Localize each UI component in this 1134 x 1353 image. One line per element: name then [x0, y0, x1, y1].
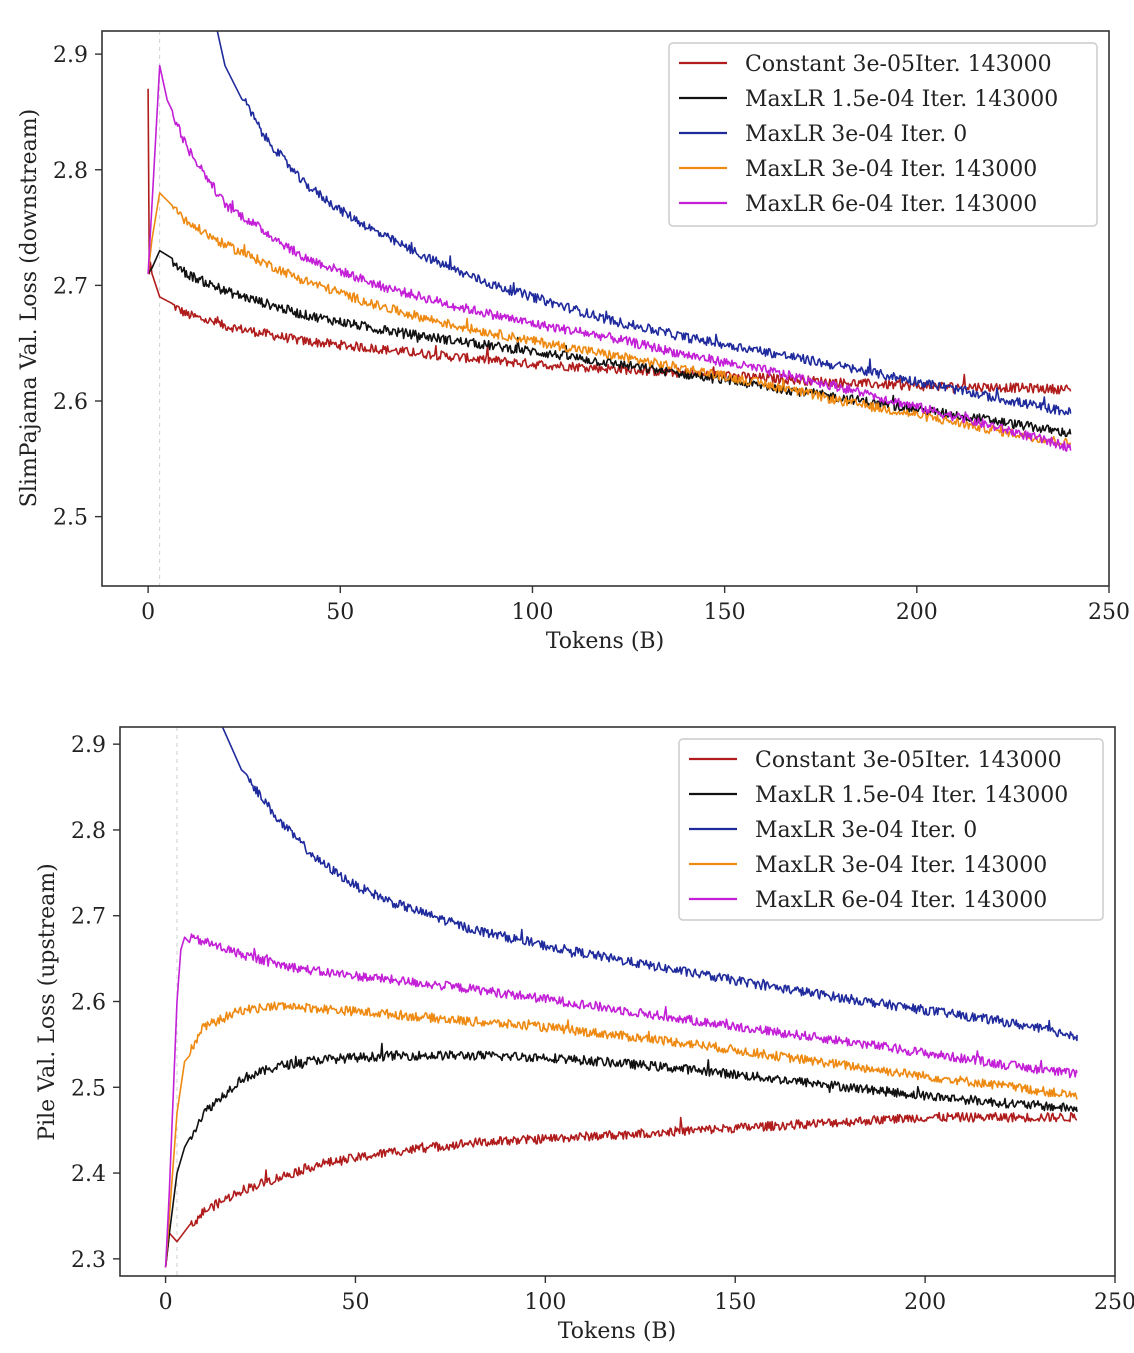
y-tick-label: 2.9 — [71, 733, 106, 758]
y-tick-label: 2.7 — [71, 905, 106, 930]
y-axis-label: Pile Val. Loss (upstream) — [35, 863, 60, 1140]
legend-label-maxlr-3e-04-iter-0: MaxLR 3e-04 Iter. 0 — [755, 818, 977, 843]
x-tick-label: 150 — [704, 600, 746, 625]
x-tick-label: 0 — [141, 600, 155, 625]
legend-label-maxlr-3e-04: MaxLR 3e-04 Iter. 143000 — [755, 853, 1047, 878]
y-tick-label: 2.5 — [71, 1076, 106, 1101]
axes-frame — [101, 30, 1110, 587]
legend-box — [668, 42, 1098, 227]
y-tick-label: 2.6 — [53, 390, 88, 415]
series-line-maxlr-6e-04-iter-143000 — [164, 933, 1078, 1268]
series-line-maxlr-1-5e-04-iter-143000 — [164, 1042, 1078, 1268]
series-line-maxlr-3e-04-iter-0 — [221, 727, 1078, 1042]
y-axis-label: SlimPajama Val. Loss (downstream) — [17, 109, 42, 507]
legend-label-maxlr-3e-04-iter-0: MaxLR 3e-04 Iter. 0 — [745, 122, 967, 147]
x-tick-label: 250 — [1088, 600, 1130, 625]
axes: 0 50 100 150 200 250 2.5 2.6 2.7 2.8 2.9 — [53, 30, 1130, 625]
series-line-maxlr-1-5e-04-iter-143000 — [147, 249, 1072, 438]
y-tick-label: 2.5 — [53, 506, 88, 531]
series-line-maxlr-3e-04-iter-143000 — [147, 192, 1072, 447]
y-tick-label: 2.3 — [71, 1248, 106, 1273]
x-tick-label: 100 — [511, 600, 553, 625]
x-tick-label: 200 — [904, 1290, 946, 1315]
y-tick-label: 2.9 — [53, 43, 88, 68]
series-line-maxlr-3e-04-iter-0 — [216, 31, 1072, 416]
y-tick-label: 2.6 — [71, 991, 106, 1016]
series-line-constant-3e-05iter-143000 — [164, 1111, 1078, 1268]
y-tick-label: 2.8 — [53, 159, 88, 184]
x-axis-label: Tokens (B) — [558, 1319, 676, 1344]
legend-label-constant: Constant 3e-05Iter. 143000 — [755, 748, 1062, 773]
series-line-maxlr-6e-04-iter-143000 — [147, 64, 1072, 452]
plot-lines — [147, 31, 1072, 586]
x-tick-label: 150 — [714, 1290, 756, 1315]
legend: Constant 3e-05Iter. 143000 MaxLR 1.5e-04… — [668, 42, 1098, 227]
legend-label-maxlr-6e-04: MaxLR 6e-04 Iter. 143000 — [745, 192, 1037, 217]
chart-upstream: 0 50 100 150 200 250 2.3 2.4 2.5 2.6 2.7 2.8 2.9 Con… — [35, 726, 1134, 1344]
x-axis-label: Tokens (B) — [546, 629, 664, 654]
legend-label-constant: Constant 3e-05Iter. 143000 — [745, 52, 1052, 77]
x-tick-label: 250 — [1094, 1290, 1134, 1315]
legend-label-maxlr-1-5e-04: MaxLR 1.5e-04 Iter. 143000 — [745, 87, 1058, 112]
legend: Constant 3e-05Iter. 143000 MaxLR 1.5e-04… — [678, 738, 1104, 921]
legend-box — [678, 738, 1104, 921]
y-tick-label: 2.8 — [71, 819, 106, 844]
x-tick-label: 100 — [524, 1290, 566, 1315]
x-tick-label: 50 — [341, 1290, 369, 1315]
y-tick-label: 2.4 — [71, 1162, 106, 1187]
x-tick-label: 50 — [326, 600, 354, 625]
legend-label-maxlr-3e-04: MaxLR 3e-04 Iter. 143000 — [745, 157, 1037, 182]
x-tick-label: 0 — [159, 1290, 173, 1315]
axes: 0 50 100 150 200 250 2.3 2.4 2.5 2.6 2.7 2.8 2.9 — [71, 726, 1134, 1315]
x-tick-label: 200 — [896, 600, 938, 625]
plot-lines — [164, 727, 1078, 1276]
series-line-maxlr-3e-04-iter-143000 — [164, 1001, 1078, 1268]
y-tick-label: 2.7 — [53, 274, 88, 299]
chart-downstream: 0 50 100 150 200 250 2.5 2.6 2.7 2.8 2.9 Constant … — [17, 30, 1130, 654]
legend-label-maxlr-6e-04: MaxLR 6e-04 Iter. 143000 — [755, 888, 1047, 913]
legend-label-maxlr-1-5e-04: MaxLR 1.5e-04 Iter. 143000 — [755, 783, 1068, 808]
